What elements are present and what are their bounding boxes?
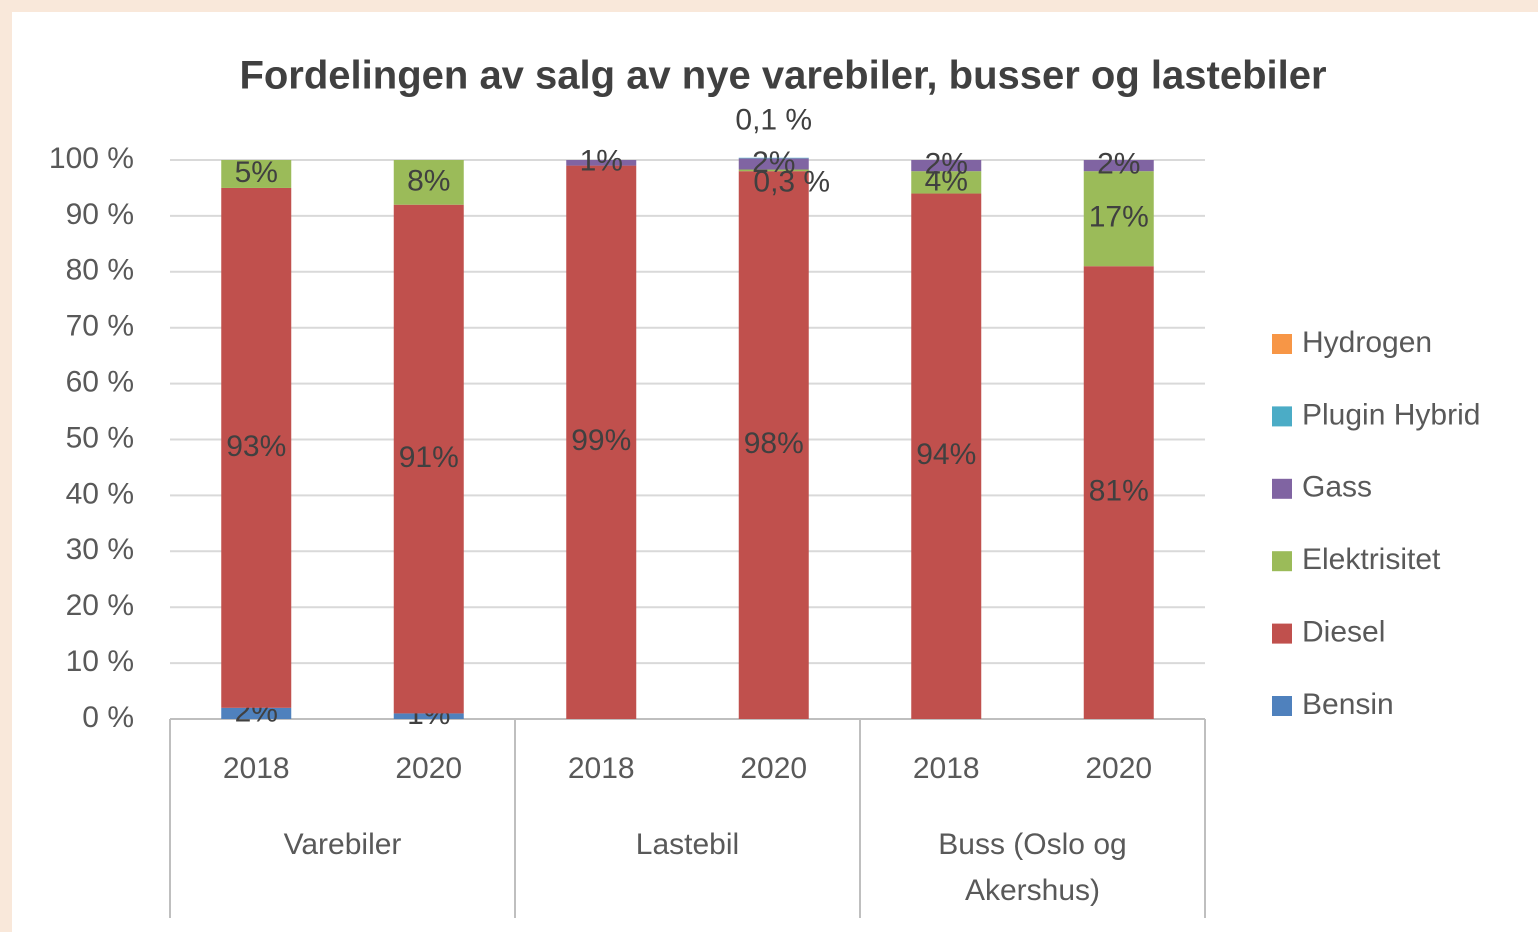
legend-label: Gass bbox=[1302, 471, 1372, 504]
group-label: Lastebil bbox=[635, 828, 740, 861]
legend-label: Plugin Hybrid bbox=[1302, 398, 1480, 431]
x-tick-label: 2020 bbox=[1085, 752, 1152, 785]
bar-segment bbox=[221, 160, 292, 188]
bar-segment bbox=[393, 713, 464, 719]
data-label: 91% bbox=[399, 441, 459, 474]
bar-segment bbox=[911, 193, 982, 720]
y-tick-label: 30 % bbox=[66, 533, 134, 566]
y-tick-label: 70 % bbox=[66, 310, 134, 343]
bar-segment bbox=[566, 165, 637, 720]
data-label: 2% bbox=[925, 148, 968, 181]
bar-segment bbox=[738, 157, 809, 159]
data-label: 17% bbox=[1089, 201, 1149, 234]
legend-swatch bbox=[1272, 623, 1292, 644]
legend-swatch bbox=[1272, 478, 1292, 499]
x-tick-label: 2020 bbox=[740, 752, 807, 785]
data-label: 93% bbox=[226, 430, 286, 463]
data-label: 81% bbox=[1089, 475, 1149, 508]
y-tick-label: 50 % bbox=[66, 421, 134, 454]
data-label: 8% bbox=[407, 164, 450, 197]
x-tick-label: 2020 bbox=[395, 752, 462, 785]
y-tick-label: 20 % bbox=[66, 589, 134, 622]
data-label: 5% bbox=[235, 156, 278, 189]
bar-segment bbox=[738, 171, 809, 719]
x-tick-label: 2018 bbox=[223, 752, 290, 785]
y-tick-label: 60 % bbox=[66, 366, 134, 399]
data-label: 2% bbox=[1097, 148, 1140, 181]
legend-label: Hydrogen bbox=[1302, 326, 1432, 359]
y-tick-label: 90 % bbox=[66, 198, 134, 231]
legend-label: Diesel bbox=[1302, 616, 1385, 649]
bar-segment bbox=[1083, 160, 1154, 172]
bar-segment bbox=[221, 187, 292, 708]
group-label: Buss (Oslo og Akershus) bbox=[938, 828, 1127, 907]
x-tick-label: 2018 bbox=[913, 752, 980, 785]
data-label: 98% bbox=[744, 427, 804, 460]
legend-swatch bbox=[1272, 551, 1292, 572]
data-label: 0,1 % bbox=[735, 104, 812, 137]
y-tick-label: 0 % bbox=[82, 701, 134, 734]
bar-segment bbox=[1083, 266, 1154, 719]
chart-title: Fordelingen av salg av nye varebiler, bu… bbox=[239, 54, 1326, 98]
data-label: 0,3 % bbox=[753, 165, 830, 198]
legend-label: Elektrisitet bbox=[1302, 543, 1441, 576]
bar-segment bbox=[738, 158, 809, 170]
legend-swatch bbox=[1272, 406, 1292, 427]
y-tick-label: 100 % bbox=[49, 142, 134, 175]
legend-swatch bbox=[1272, 334, 1292, 354]
y-tick-label: 80 % bbox=[66, 254, 134, 287]
bar-segment bbox=[393, 160, 464, 205]
y-tick-label: 10 % bbox=[66, 645, 134, 678]
bar-segment bbox=[393, 204, 464, 714]
bar-segment bbox=[911, 171, 982, 194]
data-label: 1% bbox=[580, 145, 623, 178]
bar-segment bbox=[221, 707, 292, 719]
data-label: 99% bbox=[571, 424, 631, 457]
bar-segment bbox=[1083, 171, 1154, 267]
data-label: 94% bbox=[916, 438, 976, 471]
bar-segment bbox=[738, 169, 809, 172]
y-tick-label: 40 % bbox=[66, 477, 134, 510]
legend-swatch bbox=[1272, 696, 1292, 716]
bar-segment bbox=[911, 160, 982, 172]
data-label: 2% bbox=[752, 146, 795, 179]
group-label: Varebiler bbox=[283, 828, 402, 861]
legend-label: Bensin bbox=[1302, 688, 1394, 721]
bar-segment bbox=[566, 160, 637, 166]
x-tick-label: 2018 bbox=[568, 752, 635, 785]
